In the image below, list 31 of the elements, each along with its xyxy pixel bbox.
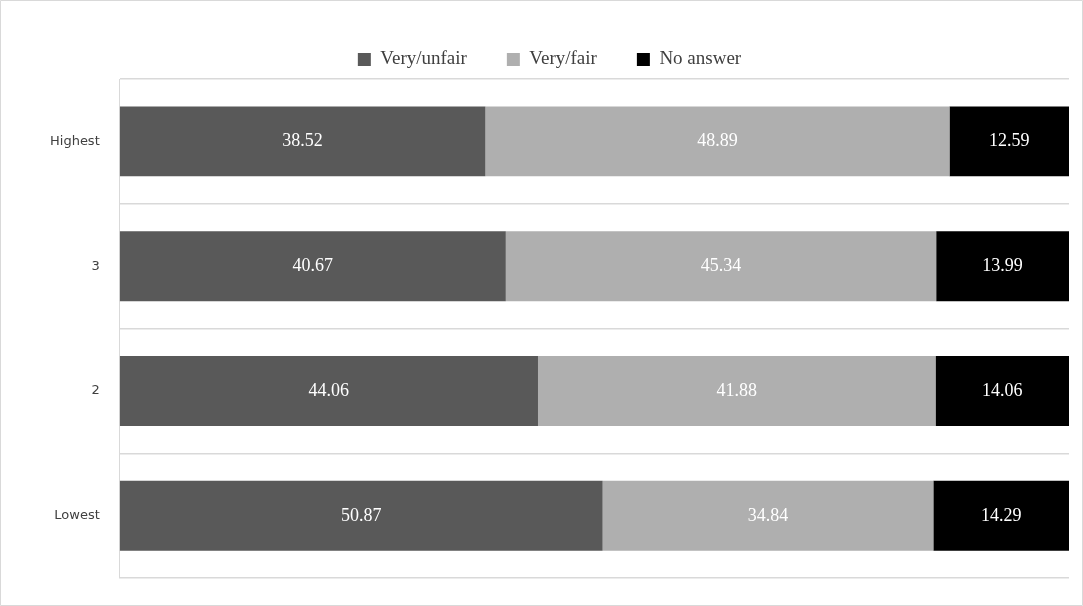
bar: [119, 106, 486, 177]
bar: [119, 480, 603, 551]
y-tick-label: Highest: [50, 132, 100, 148]
legend-label: No answer: [659, 47, 742, 69]
y-tick-label: Lowest: [54, 507, 100, 523]
data-label: 41.88: [716, 379, 758, 400]
y-tick-label: 2: [91, 382, 100, 398]
bar: [936, 231, 1069, 302]
data-label: 13.99: [982, 254, 1023, 275]
legend-label: Very/unfair: [380, 47, 468, 69]
bar: [505, 231, 937, 302]
y-tick-label: 3: [91, 257, 100, 273]
bar: [537, 356, 936, 426]
bar: [485, 106, 950, 177]
bar: [119, 356, 538, 426]
bar: [933, 480, 1069, 551]
data-label: 14.06: [982, 379, 1023, 400]
data-label: 48.89: [697, 130, 738, 151]
data-label: 45.34: [700, 254, 742, 275]
bar: [949, 106, 1069, 177]
bar: [119, 231, 506, 302]
bar: [935, 356, 1069, 426]
data-label: 34.84: [747, 504, 789, 525]
data-label: 14.29: [980, 504, 1022, 525]
data-label: 44.06: [308, 379, 350, 400]
data-label: 38.52: [282, 130, 323, 151]
data-label: 40.67: [292, 254, 334, 275]
data-label: 50.87: [340, 504, 382, 525]
legend-label: Very/fair: [529, 47, 598, 69]
bar: [602, 480, 934, 551]
data-label: 12.59: [988, 130, 1030, 151]
